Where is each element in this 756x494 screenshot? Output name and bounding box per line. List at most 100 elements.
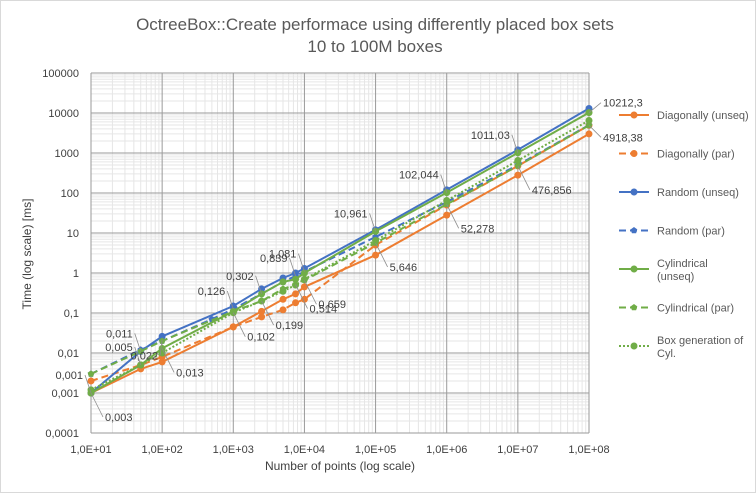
legend-entry: Diagonally (unseq) <box>619 110 749 122</box>
legend-label: Cylindrical <box>657 258 708 270</box>
data-label-leader <box>159 339 163 356</box>
data-label: 0,199 <box>276 320 304 332</box>
y-axis-title: Time (log scale) [ms] <box>20 199 34 310</box>
chart-title: OctreeBox::Create performace using diffe… <box>136 15 614 34</box>
legend-label: Cyl. <box>657 348 676 360</box>
data-point-marker <box>585 130 593 138</box>
data-point-marker <box>514 162 522 169</box>
data-label-leader <box>295 284 308 309</box>
data-point-marker <box>372 236 380 244</box>
data-point-marker <box>630 342 638 350</box>
x-tick-label: 1,0E+03 <box>213 444 254 456</box>
data-label: 10212,3 <box>603 98 643 110</box>
data-label: 0,659 <box>318 299 346 311</box>
legend-label: Diagonally (par) <box>657 149 735 161</box>
series-line <box>90 111 590 394</box>
data-label-leader <box>84 374 92 394</box>
series-line <box>90 124 590 375</box>
legend-entry: Random (unseq) <box>619 187 739 199</box>
data-point-marker <box>292 299 300 307</box>
series-line <box>90 119 590 391</box>
y-tick-label: 100 <box>61 188 79 200</box>
data-label-leader <box>304 280 317 305</box>
legend-entry: Cylindrical (par) <box>619 303 734 315</box>
x-tick-label: 1,0E+05 <box>355 444 396 456</box>
data-label-leader <box>232 312 246 337</box>
legend-label: Diagonally (unseq) <box>657 110 749 122</box>
data-point-marker <box>258 285 266 293</box>
data-point-marker <box>300 295 308 303</box>
data-point-marker <box>585 116 593 124</box>
data-label: 5,646 <box>390 262 418 274</box>
data-label: 0,013 <box>176 367 204 379</box>
data-label-leader <box>440 174 448 193</box>
data-label: 0,302 <box>226 271 254 283</box>
legend-label: Random (unseq) <box>657 187 739 199</box>
data-label: 0,514 <box>310 304 338 316</box>
data-point-marker <box>87 370 95 377</box>
data-point-marker <box>300 283 308 291</box>
data-label: 0,003 <box>105 412 133 424</box>
y-tick-label: 10 <box>67 228 79 240</box>
data-point-marker <box>372 251 380 259</box>
data-point-marker <box>158 358 166 366</box>
data-label: 0,001 <box>55 370 83 382</box>
data-label-leader <box>588 125 602 138</box>
data-point-marker <box>630 265 638 273</box>
x-axis-ticks: 1,0E+01 1,0E+02 1,0E+03 1,0E+04 1,0E+05 1,0E+… <box>70 444 609 456</box>
data-point-marker <box>630 111 638 119</box>
data-point-marker <box>229 323 237 331</box>
series-line <box>90 107 590 394</box>
x-tick-label: 1,0E+08 <box>568 444 609 456</box>
data-point-marker <box>300 269 308 277</box>
legend-entry: Random (par) <box>619 226 725 238</box>
data-point-marker <box>258 290 266 298</box>
data-point-marker <box>87 377 95 385</box>
legend-label: Box generation of <box>657 335 744 347</box>
data-label-leader <box>369 213 376 232</box>
x-tick-label: 1,0E+06 <box>426 444 467 456</box>
y-tick-label: 100000 <box>42 68 79 80</box>
data-label-leader <box>134 333 142 352</box>
data-point-marker <box>292 290 300 298</box>
data-label-leader <box>161 348 175 373</box>
data-label-leader <box>446 204 460 229</box>
data-point-marker <box>443 196 451 204</box>
data-label-leader <box>298 253 305 272</box>
data-label: 4918,38 <box>603 132 643 144</box>
data-point-marker <box>514 171 522 179</box>
data-point-marker <box>443 211 451 219</box>
data-label-leader <box>134 346 142 366</box>
data-label-leader <box>226 290 234 310</box>
data-label: 0,022 <box>131 350 159 362</box>
y-tick-label: 0,01 <box>58 348 79 360</box>
legend-label: (unseq) <box>657 271 694 283</box>
data-point-marker <box>300 275 308 283</box>
data-label-leader <box>375 242 388 268</box>
data-label: 0,011 <box>106 328 133 340</box>
y-tick-label: 10000 <box>48 108 79 120</box>
data-point-marker <box>514 156 522 164</box>
y-tick-label: 0,0001 <box>45 428 79 440</box>
data-label: 0,126 <box>198 286 226 298</box>
data-label-leader <box>588 102 602 113</box>
data-point-marker <box>279 306 287 314</box>
legend-label: Random (par) <box>657 226 725 238</box>
data-label: 1,081 <box>269 249 297 261</box>
y-axis-ticks: 0,0001 0,001 0,01 0,1 1 10 100 1000 10000 100000 <box>42 68 79 440</box>
legend-entry: Diagonally (par) <box>619 149 735 161</box>
data-label: 10,961 <box>334 208 368 220</box>
data-label: 0,102 <box>247 332 275 344</box>
data-point-marker <box>258 313 266 321</box>
legend: Diagonally (unseq) Diagonally (par) Random… <box>619 110 749 360</box>
data-point-marker <box>630 188 638 196</box>
data-point-marker <box>292 275 300 283</box>
y-tick-label: 1000 <box>55 148 79 160</box>
data-point-marker <box>630 150 638 157</box>
x-tick-label: 1,0E+07 <box>497 444 538 456</box>
data-label-leader <box>255 275 262 294</box>
x-tick-label: 1,0E+02 <box>141 444 182 456</box>
